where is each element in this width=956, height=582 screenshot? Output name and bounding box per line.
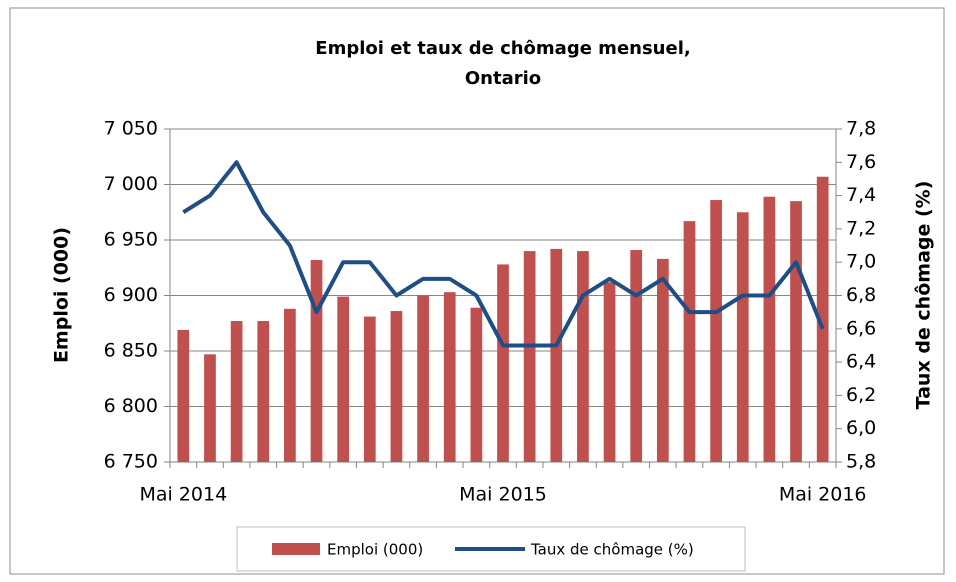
y-tick-label: 7 000 <box>104 173 158 195</box>
y-tick-label: 6 900 <box>104 284 158 306</box>
bar <box>736 212 749 462</box>
bar <box>790 201 802 462</box>
bar <box>204 354 216 462</box>
x-tick-label: Mai 2015 <box>459 484 547 506</box>
bar <box>230 321 243 462</box>
bar <box>417 295 429 462</box>
bar <box>177 329 190 462</box>
legend-label: Emploi (000) <box>327 541 423 559</box>
y2-tick-label: 6,4 <box>846 351 876 373</box>
chart-border <box>9 7 945 575</box>
bar <box>497 264 509 462</box>
y2-tick-label: 7,6 <box>846 151 876 173</box>
y-axis-title: Emploi (000) <box>51 227 73 363</box>
bar <box>763 196 776 462</box>
bar <box>550 248 563 462</box>
bar <box>337 296 350 462</box>
legend-label: Taux de chômage (%) <box>530 541 694 559</box>
chart-title: Ontario <box>465 68 541 89</box>
y2-tick-label: 6,0 <box>846 417 876 439</box>
chart-title: Emploi et taux de chômage mensuel, <box>315 38 690 59</box>
bar <box>683 221 696 462</box>
legend-swatch <box>272 543 320 555</box>
y-tick-label: 6 850 <box>104 340 158 362</box>
bar <box>816 176 829 463</box>
bar <box>284 308 296 462</box>
y-tick-label: 6 950 <box>104 229 158 251</box>
bar <box>470 307 483 462</box>
bar <box>443 292 456 462</box>
x-tick-label: Mai 2014 <box>139 484 227 506</box>
y-tick-label: 7 050 <box>104 118 158 140</box>
bar <box>310 259 323 462</box>
y2-tick-label: 7,8 <box>846 118 876 140</box>
y2-tick-label: 7,0 <box>846 251 876 273</box>
y-tick-label: 6 750 <box>104 451 158 473</box>
y2-tick-label: 6,8 <box>846 284 876 306</box>
y2-axis-title: Taux de chômage (%) <box>913 181 935 410</box>
y2-tick-label: 7,2 <box>846 217 876 239</box>
y-tick-label: 6 800 <box>104 395 158 417</box>
bar <box>656 258 669 462</box>
line <box>182 160 825 348</box>
bar <box>577 251 589 462</box>
bar <box>523 251 536 462</box>
y2-tick-label: 6,6 <box>846 317 876 339</box>
x-tick-label: Mai 2016 <box>779 484 867 506</box>
bar <box>603 282 616 462</box>
bar <box>390 311 403 462</box>
y2-tick-label: 5,8 <box>846 451 876 473</box>
bar <box>257 321 270 462</box>
bar <box>710 200 722 463</box>
y2-tick-label: 6,2 <box>846 384 876 406</box>
bar <box>363 316 376 462</box>
bar <box>630 249 643 462</box>
y2-tick-label: 7,4 <box>846 184 876 206</box>
